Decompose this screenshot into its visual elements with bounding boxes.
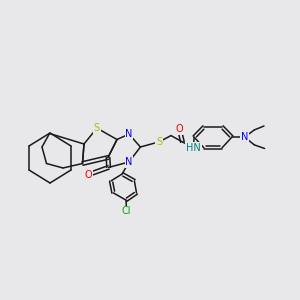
Text: S: S	[156, 137, 162, 147]
Text: Cl: Cl	[122, 206, 131, 217]
Text: S: S	[94, 123, 100, 133]
Text: N: N	[125, 157, 133, 167]
Text: N: N	[241, 132, 248, 142]
Text: HN: HN	[186, 143, 201, 153]
Text: N: N	[125, 129, 133, 139]
Text: O: O	[85, 169, 92, 180]
Text: O: O	[176, 124, 183, 134]
